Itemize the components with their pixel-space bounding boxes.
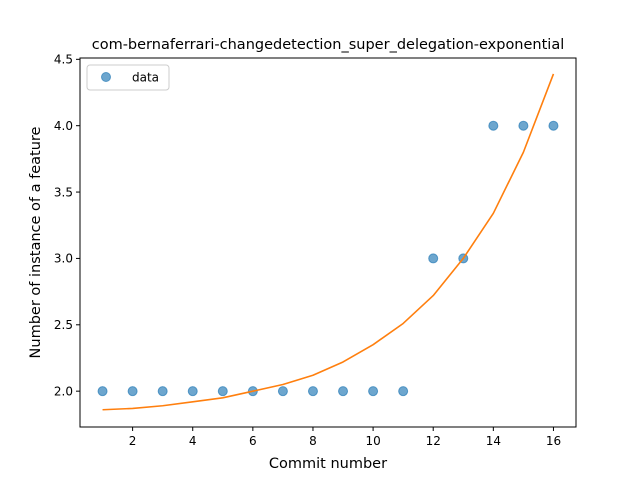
data-point [518,120,529,131]
data-point [488,120,499,131]
legend-label-data: data [132,71,159,85]
y-tick-label: 4.0 [54,119,73,133]
data-point [187,386,198,397]
data-point [127,386,138,397]
y-tick-label: 4.5 [54,53,73,67]
x-tick-label: 2 [129,434,137,448]
x-tick-label: 16 [546,434,561,448]
data-point [398,386,409,397]
y-tick-label: 2.5 [54,318,73,332]
chart-title: com-bernaferrari-changedetection_super_d… [92,37,565,53]
x-tick-label: 10 [365,434,380,448]
data-point [217,386,228,397]
data-point [277,386,288,397]
data-point [307,386,318,397]
x-tick-label: 4 [189,434,197,448]
y-axis: 2.0 2.5 3.0 3.5 4.0 4.5 [54,53,80,398]
x-axis: 2 4 6 8 10 12 14 16 [129,427,561,448]
data-point [428,253,439,264]
y-tick-label: 3.5 [54,185,73,199]
legend: data [86,64,170,91]
y-tick-label: 3.0 [54,252,73,266]
x-tick-label: 12 [426,434,441,448]
plot-area [97,73,559,411]
data-point [548,120,559,131]
x-tick-label: 14 [486,434,501,448]
x-tick-label: 6 [249,434,257,448]
fit-line [102,73,555,411]
legend-marker-data [101,72,111,82]
data-point [338,386,349,397]
y-axis-label: Number of instance of a feature [28,126,44,358]
legend-box [86,64,170,91]
data-point [157,386,168,397]
x-tick-label: 8 [309,434,317,448]
x-axis-label: Commit number [269,456,387,472]
axes-frame [79,57,577,428]
y-tick-label: 2.0 [54,384,73,398]
data-point [97,386,108,397]
data-point [368,386,379,397]
